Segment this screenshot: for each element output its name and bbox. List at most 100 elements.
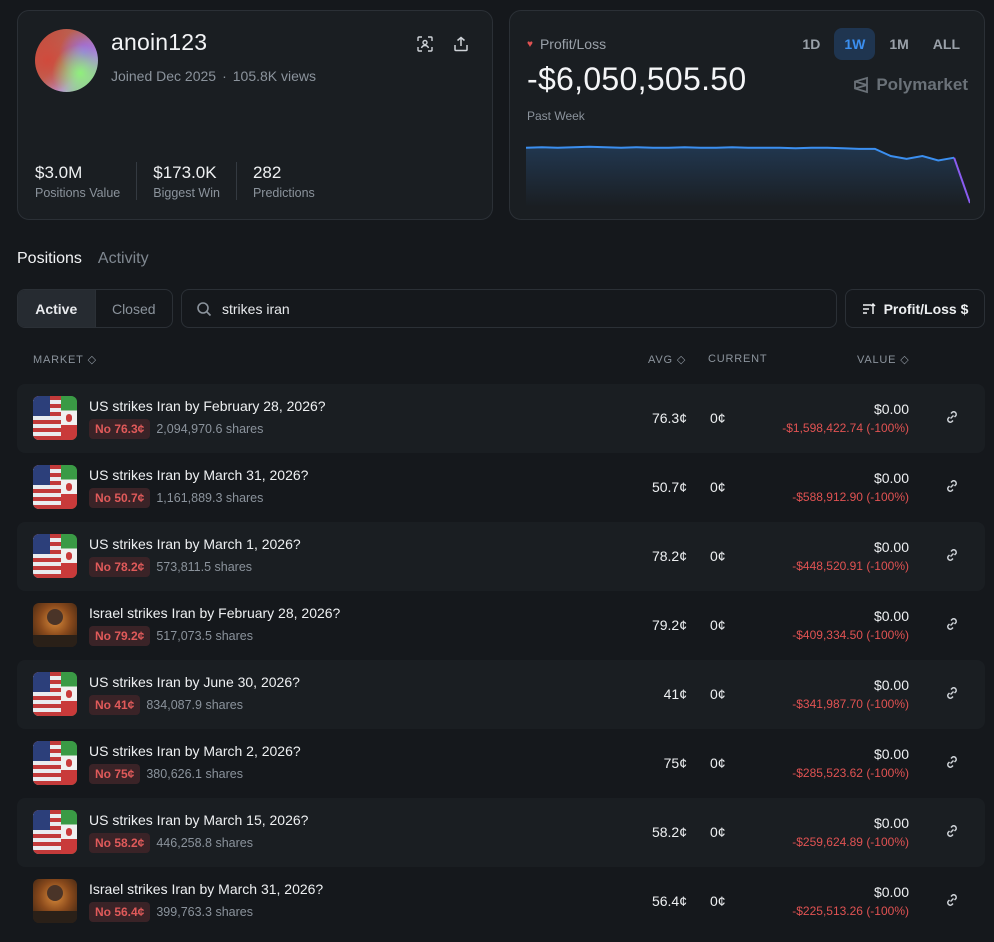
search-input[interactable]	[222, 300, 782, 317]
position-value: $0.00	[873, 884, 909, 900]
stat-positions-value: $3.0M Positions Value	[35, 162, 138, 200]
tab-positions[interactable]: Positions	[17, 250, 82, 267]
sort-icon	[862, 302, 876, 314]
avg-price: 58.2¢	[651, 824, 687, 840]
link-icon[interactable]	[944, 892, 962, 910]
sort-button[interactable]: Profit/Loss $	[845, 289, 985, 328]
avg-price: 78.2¢	[651, 548, 687, 564]
chart-tail-line	[953, 157, 970, 204]
table-row[interactable]: US strikes Iran by February 28, 2026? No…	[17, 384, 985, 453]
market-title[interactable]: Israel strikes Iran by February 28, 2026…	[89, 605, 341, 621]
chart-area	[526, 146, 970, 207]
share-icon[interactable]	[450, 33, 472, 55]
filter-closed-button[interactable]: Closed	[94, 290, 173, 327]
position-value: $0.00	[873, 401, 909, 417]
status-filter: Active Closed	[17, 289, 173, 328]
views-count: 105.8K views	[232, 68, 317, 84]
shares-count: 446,258.8 shares	[156, 836, 253, 850]
profile-card: anoin123 Joined Dec 2025 · 105.8K views $3…	[17, 10, 493, 220]
table-row[interactable]: Israel strikes Iran by February 28, 2026…	[17, 591, 985, 660]
header-current-label: CURRENT	[708, 353, 768, 365]
search-icon	[197, 301, 212, 316]
position-pnl: -$409,334.50 (-100%)	[792, 628, 909, 642]
table-row[interactable]: US strikes Iran by March 15, 2026? No 58…	[17, 798, 985, 867]
profit-loss-card: ♥ Profit/Loss 1D 1W 1M ALL -$6,050,505.5…	[509, 10, 985, 220]
outcome-badge: No 78.2¢	[89, 557, 151, 577]
avg-price: 50.7¢	[651, 479, 687, 495]
profit-loss-chart	[526, 145, 970, 207]
position-pnl: -$1,598,422.74 (-100%)	[782, 421, 909, 435]
table-row[interactable]: US strikes Iran by March 1, 2026? No 78.…	[17, 522, 985, 591]
sort-arrows-icon: ◇	[900, 354, 910, 366]
stat-value: $173.0K	[153, 163, 217, 182]
header-avg[interactable]: AVG ◇	[648, 353, 686, 367]
outcome-badge: No 79.2¢	[89, 626, 151, 646]
range-tab-1d[interactable]: 1D	[802, 36, 821, 52]
scan-icon[interactable]	[414, 33, 436, 55]
position-pnl: -$225,513.26 (-100%)	[792, 904, 909, 918]
outcome-badge: No 76.3¢	[89, 419, 151, 439]
link-icon[interactable]	[944, 547, 962, 565]
position-details: No 79.2¢ 517,073.5 shares	[89, 626, 253, 646]
outcome-badge: No 41¢	[89, 695, 141, 715]
market-image	[33, 879, 77, 923]
avatar	[35, 29, 98, 92]
link-icon[interactable]	[944, 685, 962, 703]
market-title[interactable]: US strikes Iran by March 2, 2026?	[89, 743, 301, 759]
market-image	[33, 603, 77, 647]
market-image	[33, 465, 77, 509]
market-title[interactable]: US strikes Iran by February 28, 2026?	[89, 398, 326, 414]
position-details: No 78.2¢ 573,811.5 shares	[89, 557, 252, 577]
stat-predictions: 282 Predictions	[253, 162, 331, 200]
stat-value: 282	[252, 163, 282, 182]
current-price: 0¢	[710, 893, 726, 909]
position-value: $0.00	[873, 746, 909, 762]
link-icon[interactable]	[944, 616, 962, 634]
position-pnl: -$259,624.89 (-100%)	[792, 835, 909, 849]
range-tab-1w[interactable]: 1W	[834, 28, 876, 60]
position-details: No 56.4¢ 399,763.3 shares	[89, 902, 253, 922]
link-icon[interactable]	[944, 409, 962, 427]
market-image	[33, 534, 77, 578]
market-title[interactable]: US strikes Iran by March 31, 2026?	[89, 467, 309, 483]
link-icon[interactable]	[944, 754, 962, 772]
shares-count: 1,161,889.3 shares	[156, 491, 264, 505]
filter-active-button[interactable]: Active	[18, 290, 95, 327]
position-pnl: -$285,523.62 (-100%)	[792, 766, 909, 780]
avg-price: 56.4¢	[651, 893, 687, 909]
header-market-label: MARKET	[33, 353, 84, 366]
link-icon[interactable]	[944, 478, 962, 496]
search-box	[181, 289, 837, 328]
shares-count: 573,811.5 shares	[156, 560, 253, 574]
position-details: No 41¢ 834,087.9 shares	[89, 695, 243, 715]
outcome-badge: No 75¢	[89, 764, 141, 784]
stat-label: Positions Value	[35, 186, 121, 200]
market-title[interactable]: US strikes Iran by March 15, 2026?	[89, 812, 309, 828]
position-value: $0.00	[873, 608, 909, 624]
position-value: $0.00	[873, 470, 909, 486]
range-tab-all[interactable]: ALL	[932, 36, 960, 52]
stat-value: $3.0M	[35, 163, 83, 182]
header-value[interactable]: VALUE ◇	[857, 353, 910, 367]
current-price: 0¢	[710, 755, 726, 771]
table-row[interactable]: Israel strikes Iran by March 31, 2026? N…	[17, 867, 985, 936]
sort-arrows-icon: ◇	[87, 354, 97, 366]
market-title[interactable]: US strikes Iran by March 1, 2026?	[89, 536, 301, 552]
table-row[interactable]: US strikes Iran by June 30, 2026? No 41¢…	[17, 660, 985, 729]
position-value: $0.00	[873, 677, 909, 693]
heart-icon: ♥	[527, 38, 533, 50]
table-row[interactable]: US strikes Iran by March 2, 2026? No 75¢…	[17, 729, 985, 798]
header-market[interactable]: MARKET ◇	[33, 353, 97, 367]
market-title[interactable]: US strikes Iran by June 30, 2026?	[89, 674, 300, 690]
position-value: $0.00	[873, 539, 909, 555]
profit-loss-value: -$6,050,505.50	[527, 61, 747, 97]
link-icon[interactable]	[944, 823, 962, 841]
current-price: 0¢	[710, 410, 726, 426]
polymarket-logo: Polymarket	[852, 75, 968, 95]
table-row[interactable]: US strikes Iran by March 31, 2026? No 50…	[17, 453, 985, 522]
stat-label: Predictions	[252, 186, 315, 200]
avg-price: 76.3¢	[651, 410, 687, 426]
tab-activity[interactable]: Activity	[97, 250, 149, 267]
market-title[interactable]: Israel strikes Iran by March 31, 2026?	[89, 881, 324, 897]
range-tab-1m[interactable]: 1M	[889, 36, 909, 52]
